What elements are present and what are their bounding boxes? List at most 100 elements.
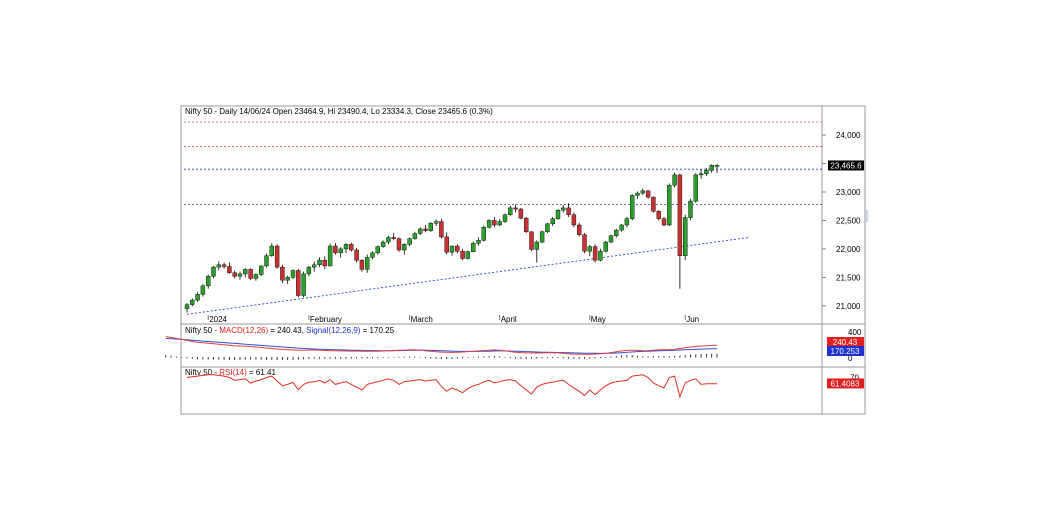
- candle: [280, 264, 285, 284]
- candle: [264, 253, 269, 268]
- candle-body: [555, 209, 561, 219]
- candle: [534, 240, 539, 263]
- rsi-label: RSI(14): [219, 368, 247, 377]
- candle-body: [587, 246, 592, 252]
- candle: [274, 244, 280, 269]
- candle-body: [534, 241, 539, 250]
- candle: [248, 268, 253, 281]
- rsi-badge-bg: [827, 378, 864, 389]
- candle-body: [338, 248, 343, 254]
- macd-badge-bg: [827, 346, 864, 356]
- candle-body: [476, 240, 481, 244]
- scroll-handle[interactable]: [866, 210, 868, 222]
- rsi-panel: Nifty 50 - RSI(14) = 61.41 70 61.4083: [180, 366, 866, 415]
- candle: [476, 237, 481, 246]
- candle: [296, 268, 301, 298]
- macd-panel-frame: [180, 323, 866, 368]
- candle: [365, 254, 370, 273]
- macd-y-ticks: 400 0: [848, 328, 862, 363]
- candle: [555, 209, 561, 220]
- candle-body: [317, 260, 322, 266]
- macd-line: [165, 336, 718, 355]
- candle-body: [211, 266, 216, 277]
- candle-body: [545, 223, 550, 233]
- candle-body: [418, 228, 423, 234]
- candle-body: [439, 221, 444, 238]
- candle: [592, 244, 598, 263]
- candle: [396, 237, 402, 252]
- candle: [587, 244, 592, 257]
- candle-body: [285, 277, 290, 281]
- candle: [550, 217, 555, 227]
- candle: [571, 212, 577, 228]
- macd-badge-label: 170.253: [831, 347, 860, 356]
- macd-value: = 240.43,: [268, 326, 306, 335]
- candle: [317, 257, 322, 268]
- candle: [306, 265, 312, 277]
- candle-body: [651, 196, 656, 212]
- x-tick-label: Jun: [686, 315, 699, 324]
- support-trendline: [186, 237, 749, 315]
- macd-badge-bg: [827, 337, 864, 347]
- candle: [608, 234, 614, 244]
- price-tick-label: 24,000: [836, 131, 861, 140]
- candle: [312, 261, 317, 272]
- candle: [227, 262, 232, 274]
- candle: [577, 222, 582, 237]
- x-tick-label: April: [501, 315, 517, 324]
- candle-body: [359, 260, 365, 270]
- candle: [216, 261, 222, 271]
- candle-body: [343, 244, 349, 250]
- candle: [322, 256, 327, 269]
- candle: [619, 223, 624, 232]
- candle-body: [296, 270, 301, 296]
- last-price-label: 23,465.6: [830, 161, 862, 170]
- candle-body: [354, 249, 359, 261]
- candle: [359, 259, 365, 272]
- candle: [566, 203, 571, 218]
- candle-body: [396, 238, 402, 251]
- candle-body: [370, 252, 375, 258]
- signal-value: = 170.25: [360, 326, 394, 335]
- candle: [290, 269, 296, 280]
- candle-body: [688, 200, 693, 218]
- candle-body: [677, 174, 683, 256]
- candle-body: [375, 246, 380, 254]
- candle: [693, 173, 698, 203]
- candle-body: [301, 273, 306, 296]
- candle-body: [566, 207, 571, 215]
- candle-body: [402, 244, 407, 251]
- candle-body: [248, 269, 253, 279]
- candle-body: [656, 211, 661, 219]
- candle-body: [433, 221, 439, 224]
- candle: [656, 210, 661, 221]
- candle: [624, 217, 630, 228]
- candle-body: [471, 242, 476, 252]
- candle-body: [481, 227, 486, 241]
- candle: [645, 190, 651, 199]
- candle-body: [259, 265, 264, 275]
- candle: [518, 207, 524, 220]
- candle: [301, 271, 306, 298]
- candle: [698, 169, 704, 179]
- candle-body: [190, 299, 195, 305]
- candle-body: [693, 174, 698, 202]
- candle: [423, 224, 428, 233]
- candle-body: [322, 260, 327, 267]
- candle: [370, 251, 375, 260]
- candle: [402, 243, 407, 255]
- candle: [455, 244, 460, 254]
- candle-body: [518, 208, 524, 219]
- macd-title: Nifty 50 - MACD(12,26) = 240.43, Signal(…: [185, 326, 395, 335]
- candle-body: [184, 304, 190, 309]
- candle-body: [603, 241, 608, 252]
- candle: [221, 262, 227, 269]
- candle-body: [598, 250, 603, 261]
- candle-body: [327, 245, 333, 267]
- candle-body: [280, 266, 285, 281]
- candle-body: [412, 233, 418, 239]
- candle: [433, 219, 439, 227]
- candle-body: [205, 275, 211, 287]
- candle: [529, 231, 534, 252]
